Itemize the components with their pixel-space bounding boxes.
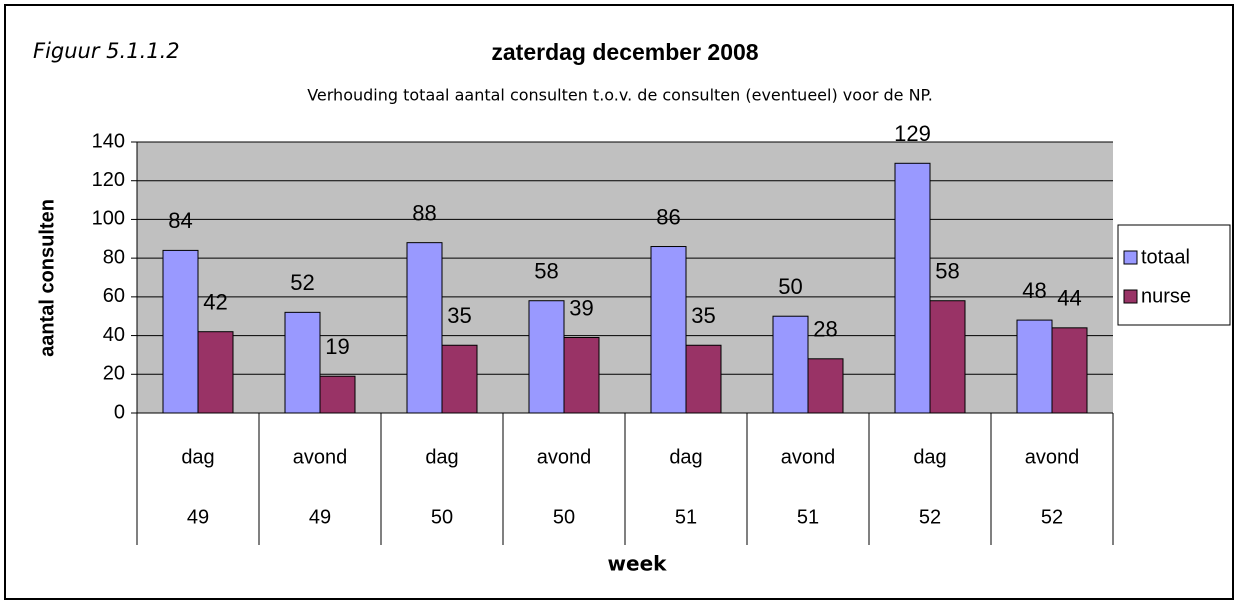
chart-subtitle: Verhouding totaal aantal consulten t.o.v… — [307, 86, 933, 105]
data-label: 84 — [168, 208, 192, 233]
bar — [319, 375, 356, 414]
bar — [929, 300, 966, 414]
y-tick-label: 120 — [92, 169, 125, 191]
bar — [528, 300, 565, 414]
plot-area — [137, 142, 1113, 413]
data-label: 35 — [691, 303, 715, 328]
bar — [685, 344, 722, 414]
y-tick-label: 40 — [103, 324, 125, 346]
x-axis-label: week — [608, 552, 668, 576]
data-label: 39 — [569, 295, 593, 320]
legend-swatch — [1123, 289, 1138, 304]
bar — [406, 242, 443, 414]
data-label: 86 — [656, 204, 680, 229]
y-tick-label: 20 — [103, 363, 125, 385]
bar — [563, 337, 600, 414]
x-group-label: 49 — [309, 506, 331, 528]
data-label: 28 — [813, 317, 837, 342]
legend-swatch — [1123, 250, 1138, 265]
legend-label: totaal — [1141, 246, 1190, 268]
data-label: 52 — [290, 270, 314, 295]
bar — [284, 311, 321, 414]
bar — [1016, 319, 1053, 414]
x-group-label: 51 — [797, 506, 819, 528]
x-tick-label: dag — [669, 446, 702, 468]
data-label: 88 — [412, 200, 436, 225]
x-tick-label: dag — [181, 446, 214, 468]
bar — [807, 358, 844, 414]
data-label: 129 — [894, 121, 931, 146]
data-label: 19 — [325, 334, 349, 359]
legend-label: nurse — [1141, 285, 1191, 307]
y-tick-label: 80 — [103, 246, 125, 268]
figure-label: Figuur 5.1.1.2 — [33, 39, 180, 63]
bar — [197, 331, 234, 414]
data-label: 35 — [447, 303, 471, 328]
legend-box — [1117, 224, 1231, 326]
x-group-label: 50 — [431, 506, 453, 528]
x-tick-label: avond — [1025, 446, 1080, 468]
x-group-label: 52 — [1041, 506, 1063, 528]
data-label: 58 — [534, 259, 558, 284]
bar — [441, 344, 478, 414]
x-group-label: 50 — [553, 506, 575, 528]
x-tick-label: avond — [293, 446, 348, 468]
y-axis-label: aantal consulten — [36, 199, 58, 357]
chart-title: zaterdag december 2008 — [491, 39, 758, 65]
bar — [894, 162, 931, 414]
y-tick-label: 0 — [114, 401, 125, 423]
y-tick-label: 100 — [92, 208, 125, 230]
x-group-label: 51 — [675, 506, 697, 528]
x-tick-label: avond — [781, 446, 836, 468]
x-group-label: 49 — [187, 506, 209, 528]
bar — [650, 246, 687, 414]
data-label: 44 — [1057, 286, 1081, 311]
data-label: 48 — [1022, 278, 1046, 303]
x-tick-label: dag — [425, 446, 458, 468]
data-label: 42 — [203, 290, 227, 315]
x-tick-label: dag — [913, 446, 946, 468]
x-group-label: 52 — [919, 506, 941, 528]
y-tick-label: 140 — [92, 130, 125, 152]
bar — [772, 315, 809, 414]
bar — [162, 249, 199, 414]
data-label: 58 — [935, 259, 959, 284]
y-tick-label: 60 — [103, 285, 125, 307]
x-tick-label: avond — [537, 446, 592, 468]
data-label: 50 — [778, 274, 802, 299]
bar — [1051, 327, 1088, 414]
